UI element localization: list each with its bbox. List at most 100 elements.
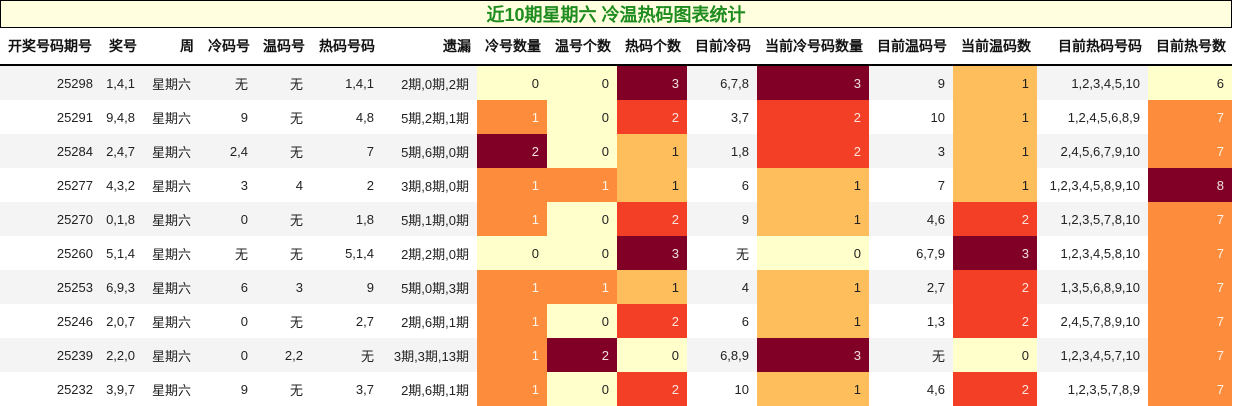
warm-cell: 无: [256, 202, 311, 236]
current-hot-cell: 1,2,3,4,5,10: [1037, 65, 1148, 100]
weekday-cell: 星期六: [143, 134, 200, 168]
current-warm-count-cell: 2: [953, 304, 1037, 338]
hot-count-cell: 1: [617, 168, 687, 202]
issue-cell: 25253: [0, 270, 101, 304]
cold-cell: 0: [200, 338, 256, 372]
col-header-current-cold-count: 当前冷号码数量: [757, 28, 869, 66]
current-warm-count-cell: 3: [953, 236, 1037, 270]
current-warm-count-cell: 1: [953, 168, 1037, 202]
cold-count-cell: 1: [477, 270, 547, 304]
warm-cell: 无: [256, 134, 311, 168]
warm-count-cell: 2: [547, 338, 617, 372]
cold-count-cell: 1: [477, 168, 547, 202]
table-row: 25260 5,1,4 星期六无无 5,1,4 2期,2期,0期 0 0 3 无 0 6,7,9 3 1…: [0, 236, 1232, 270]
current-warm-cell: 2,7: [869, 270, 953, 304]
current-warm-cell: 3: [869, 134, 953, 168]
current-warm-cell: 10: [869, 100, 953, 134]
omission-cell: 2期,6期,1期: [382, 304, 477, 338]
cold-cell: 6: [200, 270, 256, 304]
cold-cell: 0: [200, 304, 256, 338]
current-hot-count-cell: 7: [1148, 134, 1232, 168]
cold-count-cell: 1: [477, 372, 547, 406]
table-row: 25291 9,4,8 星期六 9 无 4,8 5期,2期,1期 1 0 2 3,7 2 10 1 1,2,…: [0, 100, 1232, 134]
issue-cell: 25298: [0, 65, 101, 100]
omission-cell: 5期,2期,1期: [382, 100, 477, 134]
current-cold-cell: 6: [687, 304, 757, 338]
warm-count-cell: 0: [547, 202, 617, 236]
numbers-cell: 2,4,7: [101, 134, 143, 168]
current-warm-cell: 9: [869, 65, 953, 100]
warm-count-cell: 1: [547, 270, 617, 304]
hot-cell: 1,8: [311, 202, 382, 236]
warm-cell: 4: [256, 168, 311, 202]
hot-cell: 2,7: [311, 304, 382, 338]
issue-cell: 25291: [0, 100, 101, 134]
current-hot-cell: 2,4,5,7,8,9,10: [1037, 304, 1148, 338]
current-hot-cell: 1,2,3,4,5,8,10: [1037, 236, 1148, 270]
hot-cell: 1,4,1: [311, 65, 382, 100]
current-hot-cell: 1,2,3,4,5,8,9,10: [1037, 168, 1148, 202]
hot-count-cell: 2: [617, 372, 687, 406]
current-cold-cell: 1,8: [687, 134, 757, 168]
table-row: 25284 2,4,7 星期六 2,4 无 7 5期,6期,0期 2 0 1 1,8 2 3 1 2,4,5…: [0, 134, 1232, 168]
cold-cell: 9: [200, 372, 256, 406]
col-header-current-cold: 目前冷码: [687, 28, 757, 66]
current-warm-count-cell: 1: [953, 65, 1037, 100]
current-cold-cell: 无: [687, 236, 757, 270]
hot-count-cell: 2: [617, 304, 687, 338]
hot-count-cell: 2: [617, 100, 687, 134]
col-header-omission: 遗漏: [382, 28, 477, 66]
weekday-cell: 星期六: [143, 338, 200, 372]
hot-count-cell: 3: [617, 65, 687, 100]
numbers-cell: 5,1,4: [101, 236, 143, 270]
warm-cell: 无: [256, 304, 311, 338]
current-cold-cell: 4: [687, 270, 757, 304]
numbers-cell: 1,4,1: [101, 65, 143, 100]
current-warm-count-cell: 0: [953, 338, 1037, 372]
current-cold-cell: 6,7,8: [687, 65, 757, 100]
col-header-current-hot-count: 目前热号数: [1148, 28, 1232, 66]
col-header-warm-count: 温号个数: [547, 28, 617, 66]
col-header-cold: 冷码号: [200, 28, 256, 66]
current-hot-count-cell: 7: [1148, 100, 1232, 134]
weekday-cell: 星期六: [143, 168, 200, 202]
col-header-weekday: 周: [143, 28, 200, 66]
current-cold-cell: 3,7: [687, 100, 757, 134]
current-cold-cell: 6: [687, 168, 757, 202]
issue-cell: 25239: [0, 338, 101, 372]
col-header-warm: 温码号: [256, 28, 311, 66]
hot-cell: 3,7: [311, 372, 382, 406]
table-row: 25277 4,3,2 星期六 3 4 2 3期,8期,0期 1 1 1 6 1 7 1 1,2,3,4,5…: [0, 168, 1232, 202]
warm-cell: 3: [256, 270, 311, 304]
issue-cell: 25260: [0, 236, 101, 270]
cold-count-cell: 1: [477, 202, 547, 236]
issue-cell: 25270: [0, 202, 101, 236]
col-header-hot-count: 热码个数: [617, 28, 687, 66]
cold-count-cell: 2: [477, 134, 547, 168]
warm-cell: 2,2: [256, 338, 311, 372]
omission-cell: 5期,0期,3期: [382, 270, 477, 304]
current-hot-count-cell: 7: [1148, 304, 1232, 338]
current-cold-count-cell: 1: [757, 270, 869, 304]
current-hot-count-cell: 7: [1148, 236, 1232, 270]
omission-cell: 3期,8期,0期: [382, 168, 477, 202]
warm-cell: 无: [256, 236, 311, 270]
warm-count-cell: 0: [547, 372, 617, 406]
current-warm-cell: 7: [869, 168, 953, 202]
current-warm-count-cell: 1: [953, 100, 1037, 134]
current-cold-count-cell: 1: [757, 202, 869, 236]
cold-cell: 2,4: [200, 134, 256, 168]
weekday-cell: 星期六: [143, 65, 200, 100]
numbers-cell: 9,4,8: [101, 100, 143, 134]
current-hot-cell: 2,4,5,6,7,9,10: [1037, 134, 1148, 168]
current-cold-cell: 9: [687, 202, 757, 236]
numbers-cell: 2,0,7: [101, 304, 143, 338]
hot-cell: 2: [311, 168, 382, 202]
current-hot-cell: 1,3,5,6,8,9,10: [1037, 270, 1148, 304]
warm-count-cell: 0: [547, 304, 617, 338]
cold-cell: 0: [200, 202, 256, 236]
col-header-hot: 热码号码: [311, 28, 382, 66]
current-warm-cell: 无: [869, 338, 953, 372]
table-row: 25270 0,1,8 星期六 0 无 1,8 5期,1期,0期 1 0 2 9 1 4,6 2 1,2,3…: [0, 202, 1232, 236]
table-row: 25253 6,9,3 星期六 6 3 9 5期,0期,3期 1 1 1 4 1 2,7 2 1,3,5,6…: [0, 270, 1232, 304]
